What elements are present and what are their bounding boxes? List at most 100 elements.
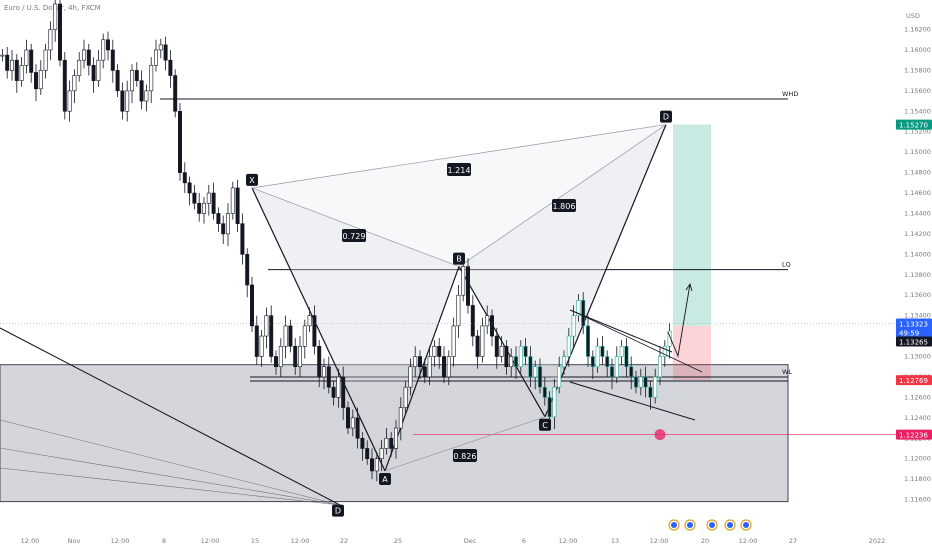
time-tick-label: 12:00 — [739, 537, 758, 545]
candle-body — [187, 182, 192, 194]
price-tag-label: 1.12236 — [899, 432, 928, 440]
candle-body — [134, 70, 139, 81]
candle-body — [221, 223, 226, 235]
ratio-badge — [453, 449, 477, 462]
time-tick-label: 25 — [394, 537, 402, 545]
time-tick-label: 12:00 — [201, 537, 220, 545]
xbd-area — [252, 124, 666, 267]
candle-body — [523, 345, 528, 357]
candle-body — [614, 356, 619, 378]
candle-body — [653, 376, 658, 398]
candle-body — [662, 345, 667, 357]
zones-layer: WHD LQ WL — [0, 90, 900, 506]
time-tick-label: 12:00 — [559, 537, 578, 545]
candle-body — [72, 75, 77, 92]
candle-body — [144, 90, 149, 102]
candle-body — [259, 335, 264, 357]
price-tag — [896, 375, 932, 386]
pattern-point-badge — [539, 418, 551, 431]
price-tick-label: 1.15800 — [904, 66, 931, 74]
candle-body — [403, 386, 408, 408]
price-tick-label: 1.14600 — [904, 189, 931, 197]
alert-circle — [654, 429, 666, 441]
price-tick-label: 1.14000 — [904, 250, 931, 258]
candle-body — [398, 407, 403, 429]
candle-body — [542, 386, 547, 398]
candle-body — [480, 325, 485, 357]
candle-body — [216, 213, 221, 224]
level-label: LQ — [782, 261, 791, 269]
candle-body — [590, 356, 595, 368]
candle-body — [322, 366, 326, 378]
candle-body — [110, 49, 115, 71]
price-tick-label: 1.13000 — [904, 353, 931, 361]
candle-body — [226, 213, 230, 235]
candle-body — [643, 376, 648, 388]
candle-body — [547, 397, 552, 418]
candle-body — [154, 49, 158, 66]
event-flag-icon — [671, 522, 677, 528]
candle-body — [432, 345, 437, 357]
symbol-title: Euro / U.S. Dollar, 4h, FXCM — [4, 4, 101, 12]
ratio-badge — [447, 163, 471, 176]
candle-body — [86, 49, 91, 66]
pattern-point-label: C — [542, 421, 548, 430]
candle-body — [346, 407, 350, 429]
candle-body — [504, 345, 509, 368]
candle-body — [307, 315, 312, 327]
candle-body — [552, 386, 557, 418]
price-tick-label: 1.15000 — [904, 148, 931, 156]
candle-body — [77, 59, 82, 76]
time-tick-label: 22 — [340, 537, 348, 545]
fan-line — [0, 467, 341, 506]
pattern-point-label: A — [382, 475, 388, 484]
bcd-triangle — [459, 124, 666, 417]
price-tick-label: 1.11800 — [904, 475, 931, 483]
candle-body — [245, 254, 250, 286]
candle-body — [658, 356, 662, 378]
time-tick-label: 27 — [789, 537, 797, 545]
candle-body — [202, 202, 206, 214]
time-tick-label: 8 — [162, 537, 166, 545]
candle-body — [586, 325, 590, 357]
pattern-ratio-line — [384, 416, 546, 472]
candle-body — [533, 366, 538, 378]
candle-body — [48, 29, 53, 51]
time-tick-label: 12:00 — [291, 537, 310, 545]
pattern-point-badge — [246, 173, 258, 186]
event-flag-icon — [727, 522, 733, 528]
candle-body — [197, 202, 202, 214]
candle-body — [53, 3, 58, 30]
candle-body — [379, 448, 384, 459]
overlays-layer: X A B C D D 1.214 0.729 1.806 0.826 — [0, 110, 900, 517]
time-tick-label: 20 — [701, 537, 709, 545]
candle-body — [437, 345, 442, 357]
candle-body — [514, 356, 518, 368]
candle-body — [566, 335, 571, 357]
price-tag-label: 49:59 — [899, 330, 919, 338]
candle-body — [470, 305, 475, 337]
candle-body — [10, 59, 14, 71]
candle-body — [139, 80, 144, 102]
time-tick-label: 13 — [611, 537, 619, 545]
candle-body — [173, 75, 178, 112]
candle-body — [168, 59, 173, 76]
target-zone — [673, 124, 711, 326]
pattern-point-badge — [453, 252, 465, 265]
price-tag-label: 1.13265 — [899, 339, 928, 347]
pattern-point-label: B — [456, 255, 462, 264]
candle-body — [269, 315, 274, 357]
candle-body — [571, 315, 576, 337]
candle-body — [418, 356, 422, 368]
candle-body — [264, 315, 269, 337]
candle-body — [331, 386, 336, 398]
pattern-point-label: D — [335, 507, 341, 516]
candle-body — [624, 345, 629, 368]
candle-body — [125, 90, 130, 112]
time-tick-label: 12:00 — [21, 537, 40, 545]
candle-body — [442, 356, 446, 378]
candle-body — [490, 315, 494, 337]
candle-body — [0, 54, 5, 57]
fan-line — [0, 419, 341, 506]
